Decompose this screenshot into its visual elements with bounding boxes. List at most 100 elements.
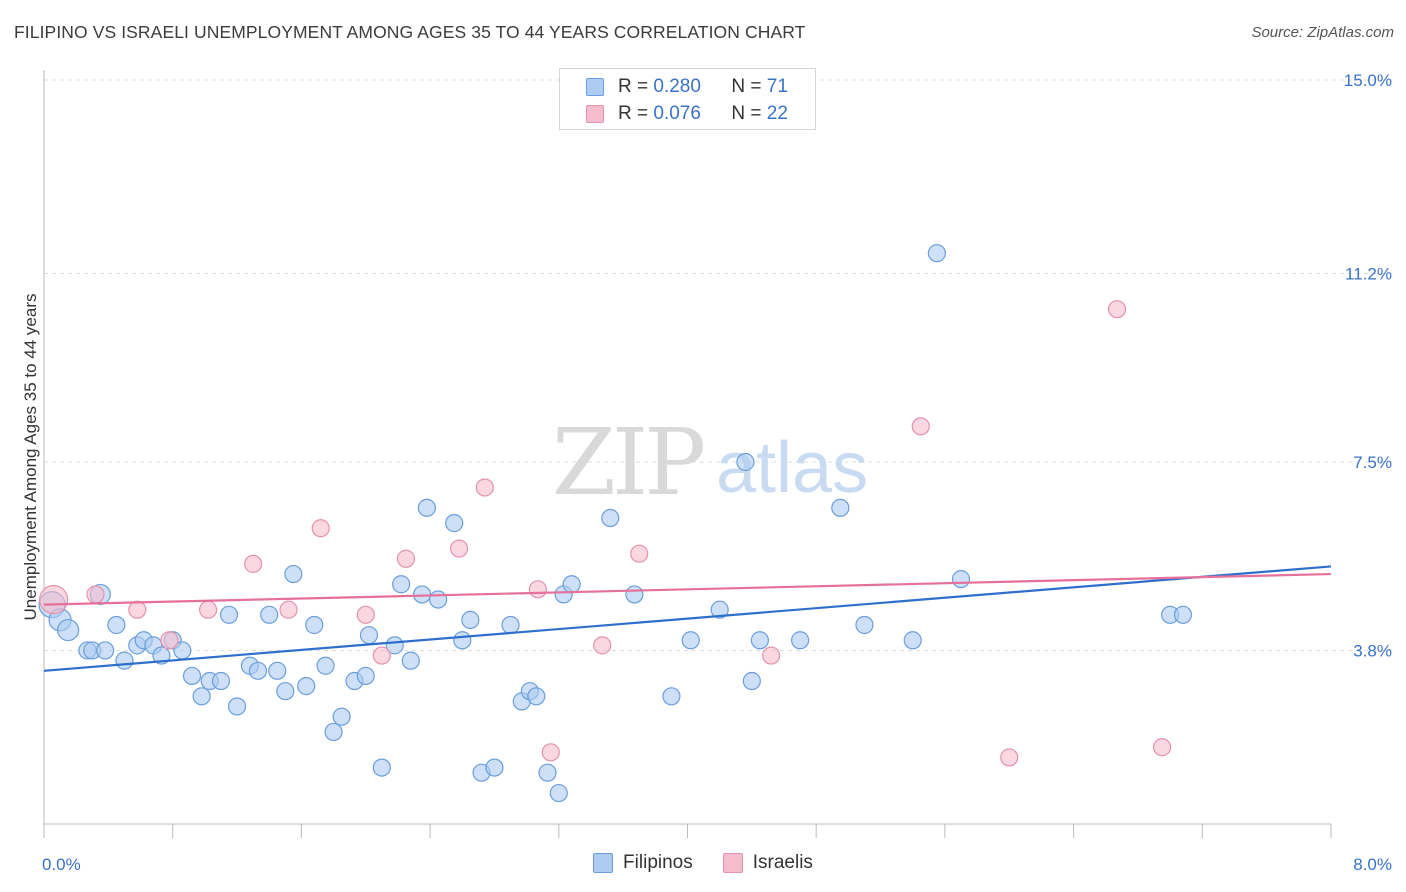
filipino-point [276,682,295,701]
filipino-point [96,641,115,660]
filipino-point [284,564,303,584]
israeli-point [528,580,547,599]
filipino-point [248,661,268,680]
legend-r-label: R = [618,103,654,124]
filipino-point [453,631,472,650]
legend-swatch-filipinos [586,78,604,96]
israeli-point [593,636,612,655]
filipino-point [356,666,375,686]
filipino-point [429,590,448,609]
israeli-point [356,605,375,624]
watermark-zip: ZIP [552,409,703,516]
filipino-point [57,618,80,642]
filipino-point [742,671,761,691]
israeli-point [128,600,147,619]
israeli-point [911,417,930,436]
legend-n-value: 22 [766,103,788,124]
y-axis-label: Unemployment Among Ages 35 to 44 years [21,294,40,621]
y-tick-label: 3.8% [1353,641,1392,660]
israeli-point [1000,748,1019,767]
filipino-point [461,610,480,629]
israeli-point [311,519,330,538]
legend-correlation: R = 0.280 N = 71 R = 0.076 N = 22 [559,68,816,130]
israeli-point [86,585,105,604]
filipino-point [501,615,520,635]
filipino-point [951,570,971,589]
filipino-point [625,585,644,604]
israeli-point [449,539,469,558]
israeli-point [396,549,416,568]
filipino-point [211,671,231,691]
israeli-point [39,584,69,615]
israeli-point [372,646,391,665]
legend-r-label: R = [618,76,654,97]
legend-swatch-filipinos [593,853,614,873]
x-tick-label: 8.0% [1353,855,1392,874]
data-points [38,244,1193,803]
israeli-point [244,554,263,573]
filipino-point [392,575,411,594]
legend-swatch-israelis [586,105,604,123]
legend-n-label: N = [731,103,767,124]
legend-n-value: 71 [766,76,788,97]
legend-item-israelis: Israelis [722,852,813,874]
legend-row-israelis: R = 0.076 N = 22 [586,102,788,126]
filipino-point [297,677,316,696]
filipino-point [268,661,287,680]
filipino-point [527,687,546,706]
israeli-point [198,600,218,619]
filipino-point [324,722,343,742]
filipino-point [831,498,850,517]
israeli-point [1152,738,1172,757]
filipino-point [791,631,810,650]
filipino-point [372,758,391,777]
filipino-point [927,244,946,263]
filipino-point [316,656,335,675]
filipino-point [401,651,420,670]
israeli-point [762,646,781,665]
israeli-trend-line [43,572,1332,606]
filipino-point [750,631,769,650]
filipino-point [855,615,874,635]
legend-label-israelis: Israelis [752,852,813,873]
legend-r-value: 0.280 [653,76,701,97]
filipino-point [260,605,279,624]
filipino-point [107,615,126,635]
filipino-point [152,646,171,665]
israeli-point [541,743,560,762]
filipino-point [227,697,247,716]
legend-item-filipinos: Filipinos [593,852,693,874]
israeli-point [160,631,179,650]
axes [43,70,1332,838]
source-label: Source: ZipAtlas.com [1251,24,1394,41]
filipino-point [115,651,134,670]
filipino-point [192,687,211,706]
legend-label-filipinos: Filipinos [623,852,693,873]
filipino-point [1173,605,1193,624]
israeli-point [630,544,649,563]
y-tick-label: 15.0% [1344,71,1392,90]
y-tick-label: 7.5% [1353,453,1392,472]
filipino-point [538,763,557,782]
legend-n-label: N = [731,76,767,97]
chart-title: FILIPINO VS ISRAELI UNEMPLOYMENT AMONG A… [14,22,806,42]
legend-r-value: 0.076 [653,103,701,124]
filipino-point [601,508,620,528]
legend-row-filipinos: R = 0.280 N = 71 [586,75,788,99]
legend-swatch-israelis [722,853,743,873]
filipino-point [359,626,379,645]
filipino-point [710,600,729,619]
filipino-point [445,514,464,533]
filipino-point [662,687,681,706]
israeli-point [1107,300,1127,319]
filipino-point [485,758,504,777]
filipino-point [562,575,581,594]
filipino-point [305,615,324,635]
trend-lines [43,565,1332,672]
filipino-point [219,605,239,624]
y-tick-label: 11.2% [1345,265,1392,284]
filipino-point [736,452,755,472]
filipino-point [903,631,922,650]
x-tick-label: 0.0% [42,855,81,874]
